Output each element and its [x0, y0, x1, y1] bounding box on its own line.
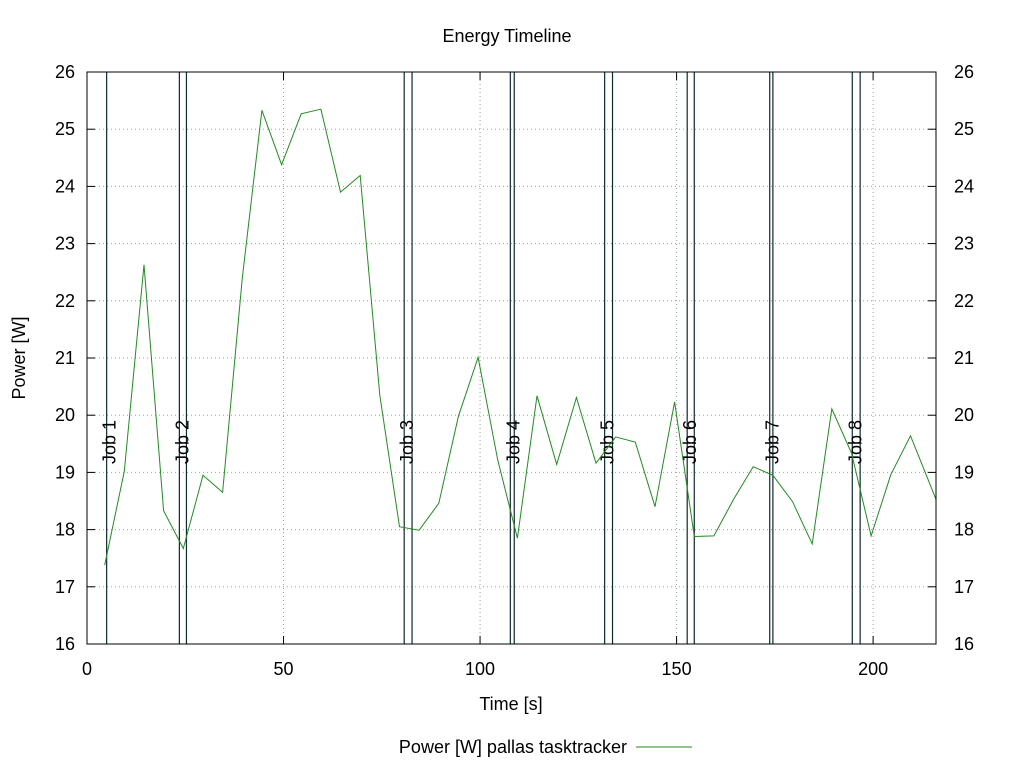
grid-layer — [87, 72, 936, 644]
y2-tick-label: 22 — [954, 291, 974, 311]
y2-tick-label: 21 — [954, 348, 974, 368]
x-tick-label: 50 — [274, 659, 294, 679]
x-axis-title: Time [s] — [479, 694, 542, 714]
legend: Power [W] pallas tasktracker — [399, 737, 692, 757]
y-tick-label: 22 — [55, 291, 75, 311]
legend-label: Power [W] pallas tasktracker — [399, 737, 627, 757]
x-tick-label: 200 — [858, 659, 888, 679]
y2-tick-label: 25 — [954, 119, 974, 139]
job-markers: Job 1 Job 2 Job 3 Job 4 Job 5 Job 6 Job 7 Job 8 — [100, 72, 865, 644]
y-tick-label: 19 — [55, 462, 75, 482]
y-tick-label: 20 — [55, 405, 75, 425]
tick-layer: 16 17 18 19 20 21 22 23 24 25 26 16 17 18 19 20 21 22 23 24… — [55, 62, 974, 679]
y-tick-label: 21 — [55, 348, 75, 368]
y2-tick-label: 26 — [954, 62, 974, 82]
y-tick-label: 24 — [55, 176, 75, 196]
y-tick-label: 16 — [55, 634, 75, 654]
y-tick-label: 26 — [55, 62, 75, 82]
job-marker-label: Job 2 — [172, 420, 192, 464]
y2-tick-label: 23 — [954, 234, 974, 254]
x-tick-label: 100 — [465, 659, 495, 679]
y-tick-label: 23 — [55, 234, 75, 254]
job-marker-label: Job 8 — [845, 420, 865, 464]
job-marker-label: Job 4 — [503, 420, 523, 464]
y2-tick-label: 24 — [954, 176, 974, 196]
y-tick-label: 25 — [55, 119, 75, 139]
job-marker-label: Job 5 — [598, 420, 618, 464]
x-tick-label: 150 — [662, 659, 692, 679]
job-marker-label: Job 3 — [397, 420, 417, 464]
series-layer — [104, 108, 937, 566]
chart-title: Energy Timeline — [442, 26, 571, 46]
y2-tick-label: 17 — [954, 577, 974, 597]
y-tick-label: 18 — [55, 520, 75, 540]
y2-tick-label: 16 — [954, 634, 974, 654]
job-marker-label: Job 1 — [100, 420, 120, 464]
y-tick-label: 17 — [55, 577, 75, 597]
y-axis-title: Power [W] — [9, 316, 29, 399]
job-marker-label: Job 7 — [763, 420, 783, 464]
job-marker-label: Job 6 — [680, 420, 700, 464]
power-series-line — [104, 108, 937, 566]
y2-tick-label: 19 — [954, 462, 974, 482]
y2-tick-label: 20 — [954, 405, 974, 425]
y2-tick-label: 18 — [954, 520, 974, 540]
x-tick-label: 0 — [82, 659, 92, 679]
